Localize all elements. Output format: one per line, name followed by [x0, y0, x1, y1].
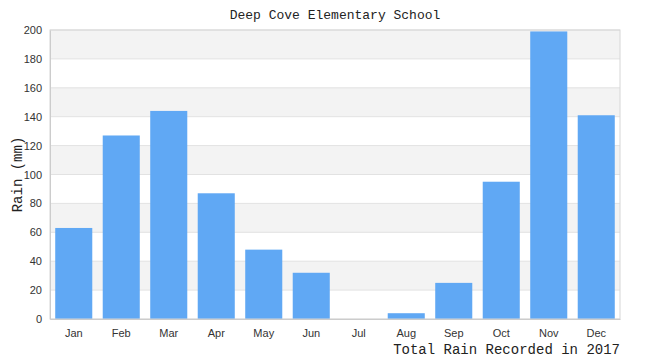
x-tick: Dec: [586, 319, 606, 339]
y-tick-label: 200: [24, 24, 42, 36]
x-tick-label: Oct: [493, 327, 510, 339]
x-tick-label: Jan: [65, 327, 83, 339]
x-tick: Nov: [539, 319, 559, 339]
y-tick: 200: [24, 24, 50, 36]
y-tick: 160: [24, 82, 50, 94]
grid: [50, 30, 620, 319]
x-tick: Jun: [302, 319, 320, 339]
x-tick: Sep: [444, 319, 464, 339]
x-tick-label: Jul: [352, 327, 366, 339]
x-tick: Jan: [65, 319, 83, 339]
y-tick: 20: [30, 284, 50, 296]
x-tick: Oct: [493, 319, 510, 339]
x-axis: Jan Feb Mar Apr May Jun Jul Aug Sep Oct Nov Dec: [51, 319, 621, 339]
y-axis-line: [50, 31, 51, 320]
title: Deep Cove Elementary School: [230, 8, 441, 23]
y-tick-label: 60: [30, 226, 42, 238]
bars: [55, 31, 615, 319]
y-tick-label: 40: [30, 255, 42, 267]
x-tick-label: Apr: [208, 327, 225, 339]
x-tick: May: [253, 319, 274, 339]
bar: [150, 111, 187, 319]
y-tick-label: 140: [24, 111, 42, 123]
bar: [530, 31, 567, 319]
bar: [245, 250, 282, 319]
bar: [55, 228, 92, 319]
bar: [435, 283, 472, 319]
y-tick-label: 0: [36, 313, 42, 325]
x-tick-label: Aug: [396, 327, 416, 339]
bar: [483, 182, 520, 319]
bar: [388, 313, 425, 319]
y-tick-label: 100: [24, 169, 42, 181]
bar: [198, 193, 235, 319]
x-tick-label: Nov: [539, 327, 559, 339]
x-tick: Aug: [396, 319, 416, 339]
y-tick: 0: [36, 313, 50, 325]
x-tick-label: Dec: [586, 327, 606, 339]
x-axis-title: Total Rain Recorded in 2017: [393, 342, 620, 358]
y-tick-label: 160: [24, 82, 42, 94]
y-tick-label: 80: [30, 197, 42, 209]
bar: [293, 273, 330, 319]
y-tick: 180: [24, 53, 50, 65]
y-tick-label: 180: [24, 53, 42, 65]
y-tick: 100: [24, 169, 50, 181]
bar: [103, 135, 140, 319]
y-tick-label: 120: [24, 140, 42, 152]
x-axis-line: [51, 319, 621, 320]
x-tick-label: Jun: [302, 327, 320, 339]
y-tick: 40: [30, 255, 50, 267]
bar: [578, 115, 615, 319]
chart: 0 20 40 60 80 100 120 140 160 180 200 Jan Feb Mar Apr M…: [0, 0, 650, 360]
plot: 0 20 40 60 80 100 120 140 160 180 200 Jan Feb Mar Apr M…: [24, 24, 621, 339]
x-tick: Apr: [208, 319, 225, 339]
y-axis: 0 20 40 60 80 100 120 140 160 180 200: [24, 24, 51, 325]
x-tick-label: Feb: [112, 327, 131, 339]
y-tick: 120: [24, 140, 50, 152]
x-tick-label: Mar: [159, 327, 178, 339]
y-tick: 80: [30, 197, 50, 209]
plot-background: [50, 30, 620, 319]
y-axis-title: Rain (mm): [10, 137, 26, 213]
x-tick: Mar: [159, 319, 178, 339]
plot-frame: [50, 30, 620, 319]
x-tick: Feb: [112, 319, 131, 339]
y-tick: 140: [24, 111, 50, 123]
y-tick: 60: [30, 226, 50, 238]
x-tick: Jul: [352, 319, 366, 339]
x-tick-label: Sep: [444, 327, 464, 339]
x-tick-label: May: [253, 327, 274, 339]
y-tick-label: 20: [30, 284, 42, 296]
